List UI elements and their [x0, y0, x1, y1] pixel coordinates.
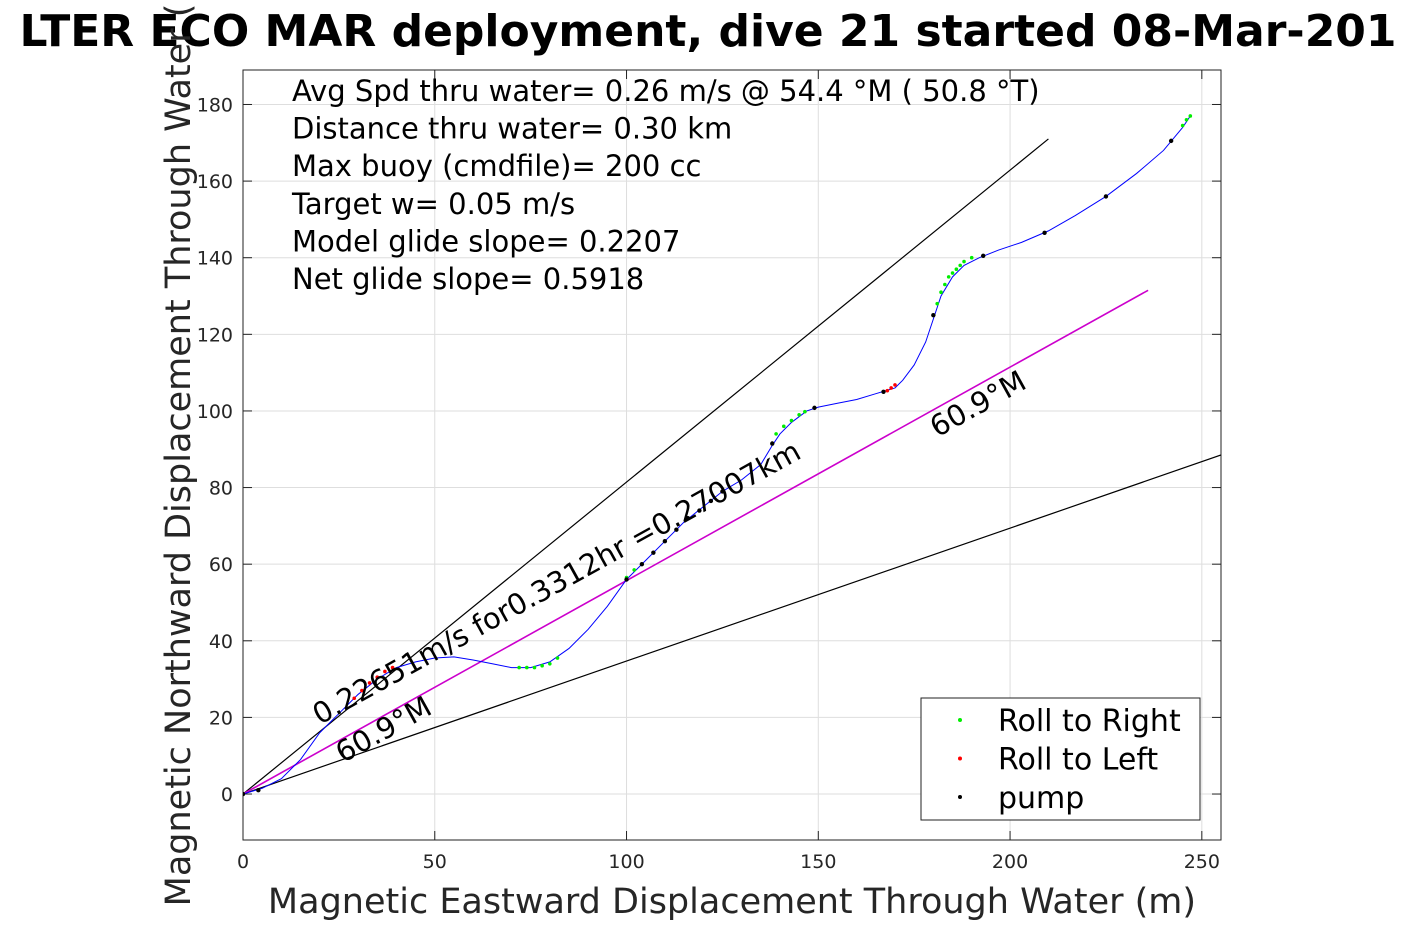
y-tick-label: 80 [209, 478, 233, 500]
roll-to-left-point [390, 665, 395, 670]
pump-point [639, 561, 645, 567]
heading-line [243, 289, 1149, 795]
legend-marker [958, 756, 962, 761]
roll-to-right-point [946, 275, 951, 279]
roll-to-right-point [632, 568, 636, 572]
y-tick-label: 60 [209, 554, 233, 576]
legend-marker [958, 718, 962, 722]
roll-to-left-point [352, 696, 357, 701]
roll-to-right-point [517, 665, 521, 670]
stats-text-block: Avg Spd thru water= 0.26 m/s @ 54.4 °M (… [291, 74, 1040, 296]
annotation-label: 0.22651m/s for0.3312hr =0.27007km [307, 434, 807, 732]
roll-to-left-point [885, 388, 890, 393]
y-tick-label: 140 [197, 248, 233, 270]
pump-point [243, 791, 246, 797]
x-tick-label: 250 [1184, 851, 1220, 873]
stats-line: Distance thru water= 0.30 km [292, 112, 732, 146]
upper-bound-line [243, 138, 1049, 795]
roll-to-right-point [1188, 114, 1193, 118]
y-tick-label: 20 [209, 707, 233, 729]
roll-to-right-point [954, 267, 959, 272]
stats-line: Avg Spd thru water= 0.26 m/s @ 54.4 °M (… [292, 74, 1040, 108]
y-tick-label: 0 [221, 784, 233, 806]
pump-point [662, 538, 668, 544]
pump-point [708, 498, 714, 504]
roll-to-left-point [367, 681, 372, 685]
pump-point [1042, 230, 1047, 236]
marker-series [243, 114, 1193, 797]
y-axis-label: Magnetic Northward Displacement Through … [159, 4, 199, 907]
y-tick-label: 180 [197, 94, 233, 116]
roll-to-right-point [548, 661, 552, 666]
legend-marker [958, 795, 962, 799]
x-tick-label: 0 [237, 851, 249, 873]
roll-to-right-point [962, 259, 966, 264]
legend-label: pump [998, 781, 1084, 816]
pump-point [651, 550, 656, 555]
roll-to-right-point [555, 656, 560, 660]
annotation-label: 60.9°M [924, 364, 1032, 444]
reference-lines [243, 138, 1221, 795]
pump-point [685, 516, 691, 521]
legend-box [920, 697, 1201, 821]
pump-point [674, 527, 679, 532]
pump-point [256, 787, 261, 793]
roll-to-left-point [893, 383, 897, 387]
axes: 0 50 100 150 200 250 0 20 40 60 80 100 120 140 160 180 [197, 70, 1221, 873]
pump-point [981, 253, 986, 258]
roll-to-right-point [525, 665, 529, 670]
roll-to-right-point [803, 409, 807, 414]
pump-point [881, 389, 886, 394]
roll-to-right-point [774, 432, 778, 436]
pump-point [1168, 138, 1174, 144]
pump-point [812, 405, 817, 411]
roll-to-right-point [939, 290, 943, 294]
x-axis-label: Magnetic Eastward Displacement Through W… [268, 882, 1196, 922]
roll-to-right-point [969, 255, 974, 260]
x-tick-label: 50 [423, 851, 447, 873]
pump-point [931, 312, 936, 318]
roll-to-right-point [943, 282, 947, 287]
y-tick-label: 40 [209, 631, 233, 653]
legend-label: Roll to Right [998, 704, 1181, 739]
roll-to-left-point [360, 688, 364, 693]
roll-to-right-point [797, 412, 801, 417]
y-tick-label: 120 [197, 324, 233, 346]
roll-to-right-point [958, 263, 962, 268]
roll-to-left-point [383, 669, 387, 674]
grid [242, 70, 1221, 840]
x-tick-label: 200 [992, 851, 1028, 873]
stats-line: Target w= 0.05 m/s [291, 187, 575, 221]
chart-title: LTER ECO MAR deployment, dive 21 started… [19, 6, 1396, 57]
pump-point [1103, 194, 1109, 199]
roll-to-right-point [789, 418, 794, 423]
stats-line: Max buoy (cmdfile)= 200 cc [292, 149, 701, 183]
pump-point [720, 489, 725, 494]
roll-to-right-point [1184, 118, 1189, 122]
roll-to-left-point [889, 386, 893, 390]
y-tick-label: 100 [197, 401, 233, 423]
roll-to-right-point [781, 424, 786, 429]
y-tick-label: 160 [197, 171, 233, 193]
x-tick-label: 100 [608, 851, 644, 873]
roll-to-right-point [935, 301, 939, 306]
pump-point [624, 577, 629, 582]
stats-line: Net glide slope= 0.5918 [292, 262, 644, 296]
stats-line: Model glide slope= 0.2207 [292, 224, 680, 258]
roll-to-right-point [532, 665, 537, 670]
x-tick-label: 150 [800, 851, 836, 873]
roll-to-left-point [375, 675, 380, 679]
roll-to-right-point [1180, 123, 1185, 128]
legend-label: Roll to Left [998, 743, 1158, 778]
pump-point [770, 441, 775, 446]
roll-to-right-point [540, 663, 544, 668]
lower-bound-line [243, 454, 1221, 795]
roll-to-right-point [950, 271, 955, 275]
pump-point [697, 508, 702, 513]
